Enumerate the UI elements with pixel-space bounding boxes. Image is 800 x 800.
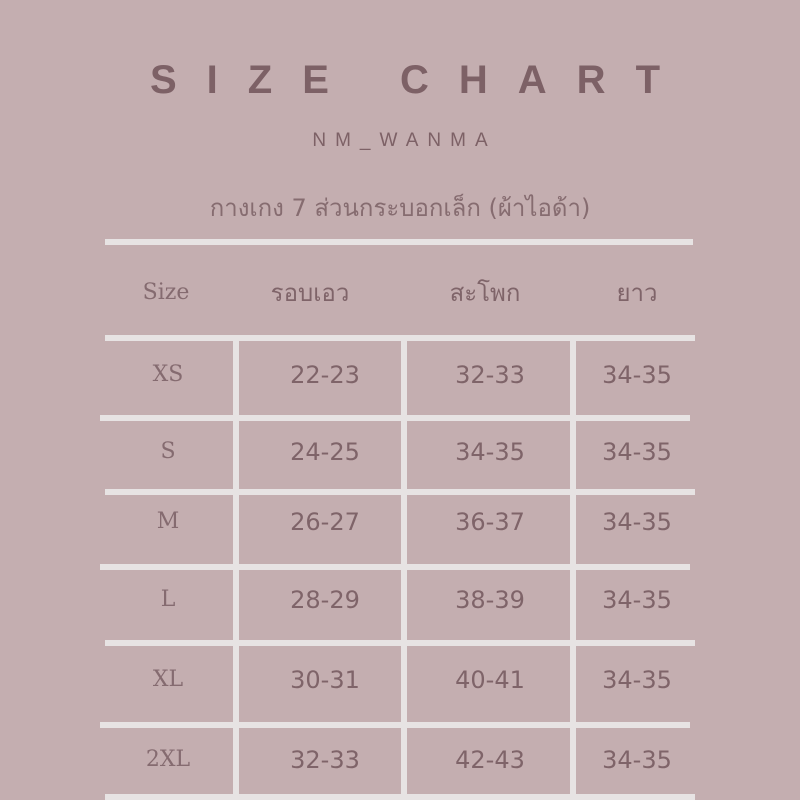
column-divider bbox=[233, 338, 239, 800]
cell-hip: 36-37 bbox=[455, 508, 525, 536]
page-title: SIZE CHART bbox=[150, 58, 690, 102]
product-subtitle: กางเกง 7 ส่วนกระบอกเล็ก (ผ้าไอด้า) bbox=[209, 194, 591, 222]
cell-waist: 30-31 bbox=[290, 666, 360, 694]
cell-size: 2XL bbox=[145, 747, 191, 772]
cell-waist: 28-29 bbox=[290, 586, 360, 614]
row-divider bbox=[105, 640, 695, 646]
row-divider bbox=[105, 489, 695, 495]
cell-hip: 34-35 bbox=[455, 438, 525, 466]
cell-hip: 32-33 bbox=[455, 361, 525, 389]
cell-hip: 42-43 bbox=[455, 746, 525, 774]
row-divider bbox=[105, 335, 695, 341]
cell-size: XS bbox=[152, 362, 184, 387]
row-divider bbox=[100, 415, 690, 421]
table-top-divider bbox=[105, 239, 693, 245]
cell-hip: 38-39 bbox=[455, 586, 525, 614]
cell-waist: 22-23 bbox=[290, 361, 360, 389]
header-hip: สะโพก bbox=[449, 279, 521, 307]
header-waist: รอบเอว bbox=[270, 279, 350, 307]
cell-length: 34-35 bbox=[602, 508, 672, 536]
row-divider bbox=[105, 794, 695, 800]
cell-length: 34-35 bbox=[602, 438, 672, 466]
column-divider bbox=[401, 338, 407, 800]
cell-waist: 32-33 bbox=[290, 746, 360, 774]
cell-length: 34-35 bbox=[602, 361, 672, 389]
cell-waist: 26-27 bbox=[290, 508, 360, 536]
header-size: Size bbox=[142, 280, 190, 305]
column-divider bbox=[570, 338, 576, 800]
cell-length: 34-35 bbox=[602, 746, 672, 774]
cell-size: L bbox=[160, 587, 176, 612]
cell-waist: 24-25 bbox=[290, 438, 360, 466]
brand-name: NM_WANMA bbox=[312, 130, 497, 151]
row-divider bbox=[100, 722, 690, 728]
row-divider bbox=[100, 564, 690, 570]
cell-length: 34-35 bbox=[602, 586, 672, 614]
cell-size: XL bbox=[152, 667, 184, 692]
cell-length: 34-35 bbox=[602, 666, 672, 694]
cell-size: M bbox=[156, 509, 180, 534]
header-length: ยาว bbox=[616, 279, 658, 307]
cell-size: S bbox=[160, 439, 176, 464]
cell-hip: 40-41 bbox=[455, 666, 525, 694]
